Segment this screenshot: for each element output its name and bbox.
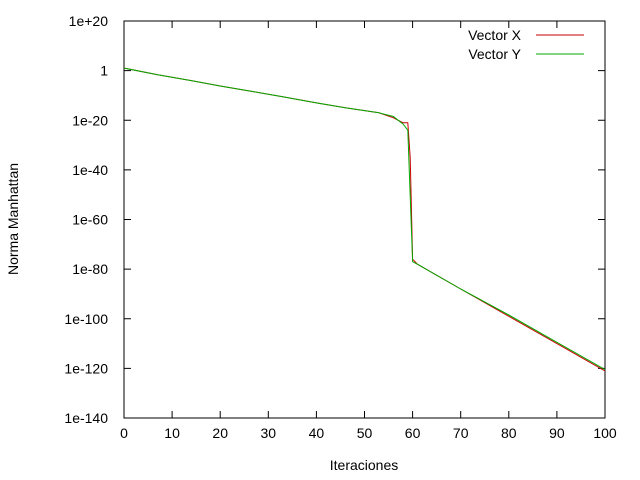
x-axis-label: Iteraciones <box>330 457 398 473</box>
series-line-vector-x <box>123 67 606 372</box>
legend-label-vector-x: Vector X <box>468 27 522 43</box>
series-layer <box>123 67 606 372</box>
plot-area-frame <box>123 20 606 419</box>
y-tick-label: 1e-100 <box>64 311 108 327</box>
x-tick-label: 40 <box>309 425 325 441</box>
x-tick-label: 100 <box>593 425 617 441</box>
y-tick-label: 1e-120 <box>64 360 108 376</box>
y-tick-label: 1e-60 <box>72 212 108 228</box>
y-tick-label: 1 <box>100 63 108 79</box>
x-tick-label: 90 <box>549 425 565 441</box>
x-tick-label: 60 <box>405 425 421 441</box>
x-tick-label: 10 <box>164 425 180 441</box>
x-tick-label: 70 <box>453 425 469 441</box>
y-axis-label: Norma Manhattan <box>5 163 21 275</box>
x-axis: 0 10 20 30 40 50 60 70 80 90 100 <box>120 21 617 441</box>
y-tick-label: 1e-40 <box>72 162 108 178</box>
x-tick-label: 80 <box>501 425 517 441</box>
y-tick-label: 1e-140 <box>64 410 108 426</box>
y-axis: 1e+20 1 1e-20 1e-40 1e-60 1e-80 1e-100 1e-120 1e… <box>64 13 605 426</box>
legend-label-vector-y: Vector Y <box>468 46 521 62</box>
series-line-vector-y <box>123 67 606 371</box>
y-tick-label: 1e-20 <box>72 112 108 128</box>
x-tick-label: 0 <box>120 425 128 441</box>
legend: Vector X Vector Y <box>468 27 584 62</box>
y-tick-label: 1e-80 <box>72 261 108 277</box>
x-tick-label: 30 <box>261 425 277 441</box>
x-tick-label: 50 <box>357 425 373 441</box>
x-tick-label: 20 <box>212 425 228 441</box>
y-tick-label: 1e+20 <box>69 13 109 29</box>
